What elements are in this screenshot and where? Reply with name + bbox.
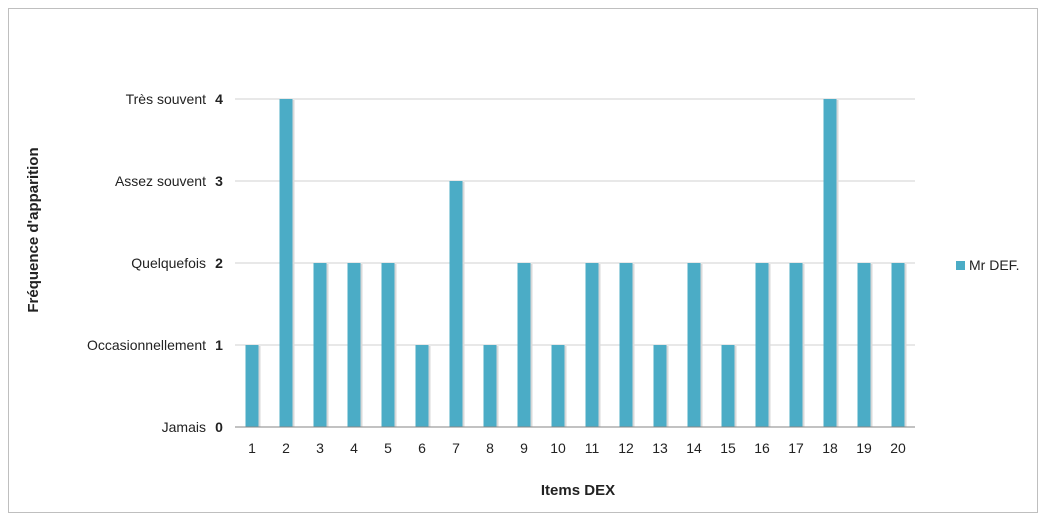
x-tick-label: 15 [720,440,736,456]
x-tick-label: 9 [520,440,528,456]
x-tick-label: 16 [754,440,770,456]
legend-swatch [956,261,965,270]
bar [551,345,565,427]
x-tick-label: 10 [550,440,566,456]
x-tick-label: 1 [248,440,256,456]
bar [245,345,259,427]
legend: Mr DEF. [956,257,1020,273]
y-tick-value: 4 [215,91,223,107]
chart-frame [8,8,1038,513]
x-tick-label: 6 [418,440,426,456]
bar [415,345,429,427]
bar [279,99,293,427]
x-tick-label: 8 [486,440,494,456]
bar [653,345,667,427]
bar [313,263,327,427]
x-tick-label: 4 [350,440,358,456]
x-tick-label: 19 [856,440,872,456]
bar [381,263,395,427]
bar [585,263,599,427]
x-tick-label: 12 [618,440,634,456]
y-tick-label: Assez souvent [115,173,206,189]
x-axis-title: Items DEX [541,482,615,499]
x-tick-label: 20 [890,440,906,456]
y-tick-label: Jamais [162,419,206,435]
bar [755,263,769,427]
x-axis-ticks: 1 2 3 4 5 6 7 8 9 10 11 12 13 14 15 16 17 18 19 20 [248,440,906,456]
y-tick-value: 1 [215,337,223,353]
x-tick-label: 14 [686,440,702,456]
bar [517,263,531,427]
bar [857,263,871,427]
legend-label: Mr DEF. [969,257,1020,273]
bar [789,263,803,427]
bars [245,99,907,427]
x-tick-label: 3 [316,440,324,456]
y-axis-title: Fréquence d'apparition [25,147,42,312]
bar [687,263,701,427]
x-tick-label: 7 [452,440,460,456]
bar [449,181,463,427]
x-tick-label: 11 [585,440,600,456]
y-tick-value: 0 [215,419,223,435]
gridlines [235,98,915,346]
y-tick-value: 3 [215,173,223,189]
bar [619,263,633,427]
y-tick-label: Très souvent [126,91,207,107]
x-tick-label: 13 [652,440,668,456]
y-tick-label: Occasionnellement [87,337,206,353]
y-axis-ticks: Jamais 0 Occasionnellement 1 Quelquefois 2 Ass… [87,91,223,435]
x-tick-label: 2 [282,440,290,456]
bar [823,99,837,427]
x-tick-label: 5 [384,440,392,456]
y-tick-value: 2 [215,255,223,271]
bar [347,263,361,427]
bar [721,345,735,427]
bar [483,345,497,427]
bar [891,263,905,427]
x-tick-label: 17 [788,440,804,456]
x-tick-label: 18 [822,440,838,456]
y-tick-label: Quelquefois [131,255,206,271]
